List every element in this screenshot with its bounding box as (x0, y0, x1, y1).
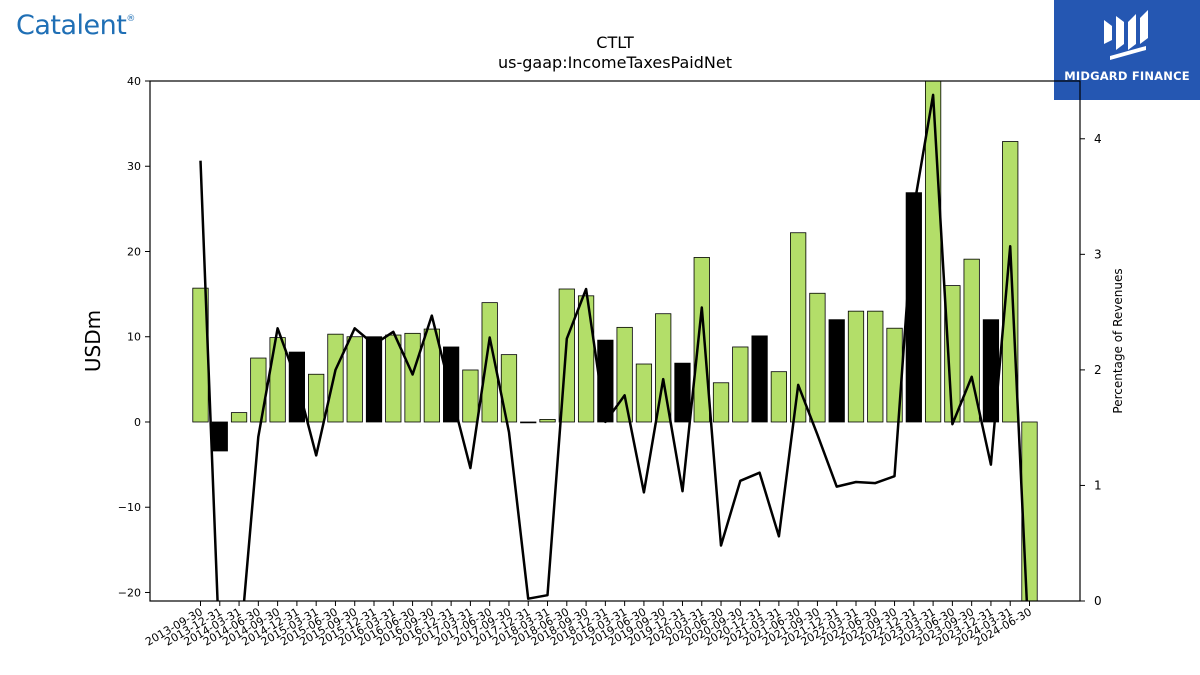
bar-2017-09-30 (500, 354, 518, 423)
bar-2023-09-30 (963, 258, 980, 423)
bar-2018-03-31 (539, 419, 556, 423)
bar-2016-06-30 (404, 332, 421, 423)
bar-2021-03-31 (770, 371, 787, 423)
midgard-finance-logo: MIDGARD FINANCE (1054, 0, 1200, 100)
y-axis-label: USDm (81, 310, 105, 372)
catalent-logo-text: Catalent (16, 10, 127, 41)
bar-2022-03-31 (847, 310, 865, 423)
bar-2013-12-31 (211, 421, 228, 452)
y-tick-label: 40 (127, 75, 141, 88)
line-layer (199, 93, 1029, 601)
bar-2022-12-31 (905, 192, 922, 423)
y-tick-label: 0 (134, 416, 141, 429)
bar-2015-03-31 (308, 373, 325, 423)
bar-2021-12-31 (828, 319, 845, 423)
plot-frame (149, 80, 1081, 602)
bar-2021-06-30 (790, 232, 807, 423)
axes-layer: −20−10010203040012342013-09-302013-12-31… (118, 75, 1102, 649)
bar-2016-09-30 (423, 328, 440, 423)
y2-axis-label: Percentage of Revenues (1111, 268, 1125, 413)
bar-2020-09-30 (732, 346, 749, 423)
y2-tick-label: 1 (1094, 478, 1102, 492)
y-tick-label: −20 (118, 586, 141, 599)
bar-2020-12-31 (751, 335, 768, 423)
y-tick-label: −10 (118, 501, 141, 514)
y-tick-label: 10 (127, 331, 141, 344)
bar-2015-09-30 (346, 336, 363, 423)
percentage-of-revenues-line (199, 93, 1029, 601)
bar-2023-06-30 (944, 285, 961, 423)
bar-2019-12-31 (674, 362, 691, 423)
bar-2022-06-30 (867, 310, 884, 423)
bar-2018-09-30 (577, 295, 595, 423)
registered-mark: ® (126, 14, 135, 24)
midgard-finance-text: MIDGARD FINANCE (1064, 69, 1190, 83)
bar-2015-12-31 (365, 336, 383, 423)
bar-2017-06-30 (481, 302, 498, 423)
y2-tick-label: 4 (1094, 132, 1102, 146)
y-tick-label: 30 (127, 160, 141, 173)
y2-tick-label: 2 (1094, 363, 1102, 377)
bar-2024-06-30 (1021, 421, 1038, 601)
bar-2017-12-31 (520, 421, 537, 424)
bar-2016-03-31 (385, 334, 402, 423)
bars-layer (192, 81, 1038, 601)
bar-2019-06-30 (635, 363, 653, 423)
bar-2014-09-30 (269, 337, 286, 423)
chart-title: CTLT (596, 33, 634, 52)
bar-2015-06-30 (327, 333, 344, 423)
chart-subtitle: us-gaap:IncomeTaxesPaidNet (498, 53, 732, 72)
bar-2019-03-31 (616, 326, 633, 423)
bar-2021-09-30 (809, 292, 826, 423)
bar-2014-12-31 (288, 351, 306, 423)
y2-tick-label: 0 (1094, 594, 1102, 608)
bar-2020-06-30 (712, 382, 730, 423)
bar-2020-03-31 (693, 257, 710, 423)
bar-2017-03-31 (462, 369, 479, 423)
y2-tick-label: 3 (1094, 247, 1102, 261)
catalent-logo: Catalent® (16, 10, 135, 41)
midgard-m-icon (1104, 10, 1148, 60)
y-tick-label: 20 (127, 245, 141, 258)
bar-2014-03-31 (230, 412, 248, 423)
